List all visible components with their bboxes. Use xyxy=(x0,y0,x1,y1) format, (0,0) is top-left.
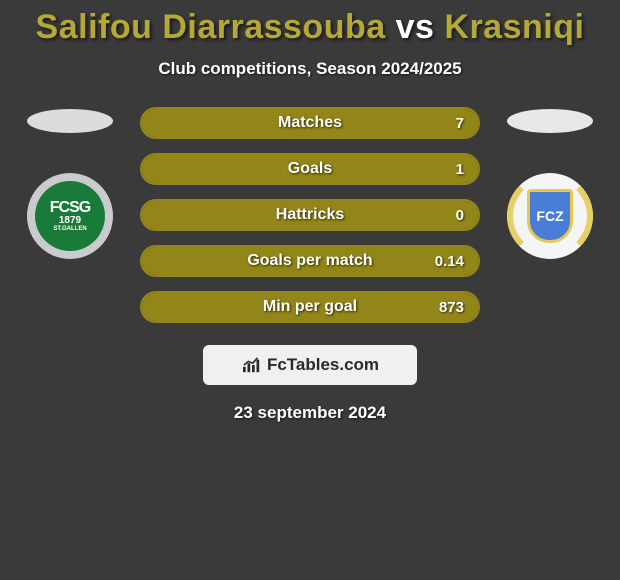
stat-value-right: 0.14 xyxy=(435,253,464,270)
chart-icon xyxy=(241,356,263,374)
stat-row: Matches 7 xyxy=(140,107,480,139)
stat-row: Hattricks 0 xyxy=(140,199,480,231)
footer-brand-box[interactable]: FcTables.com xyxy=(203,345,417,385)
left-column: FCSG 1879 ST.GALLEN xyxy=(10,107,130,259)
stat-row: Goals 1 xyxy=(140,153,480,185)
fcsg-badge-inner: FCSG 1879 ST.GALLEN xyxy=(35,181,105,251)
fcz-badge-inner: FCZ xyxy=(507,173,593,259)
fcz-badge: FCZ xyxy=(507,173,593,259)
player2-silhouette xyxy=(507,109,593,133)
fcsg-label-city: ST.GALLEN xyxy=(53,226,86,232)
stat-value-right: 7 xyxy=(456,115,464,132)
stat-value-right: 873 xyxy=(439,299,464,316)
comparison-area: FCSG 1879 ST.GALLEN Matches 7 Goals 1 Hattri… xyxy=(0,107,620,323)
subtitle: Club competitions, Season 2024/2025 xyxy=(0,59,620,79)
infographic-container: Salifou Diarrassouba vs Krasniqi Club co… xyxy=(0,0,620,580)
stats-list: Matches 7 Goals 1 Hattricks 0 Goals per match 0… xyxy=(140,107,480,323)
stat-row: Min per goal 873 xyxy=(140,291,480,323)
stat-label: Goals per match xyxy=(247,252,372,270)
stat-value-right: 0 xyxy=(456,207,464,224)
vs-text: vs xyxy=(396,8,435,46)
fcsg-label-year: 1879 xyxy=(59,216,81,226)
stat-label: Goals xyxy=(288,160,332,178)
player2-name: Krasniqi xyxy=(444,8,584,46)
fcsg-label-big: FCSG xyxy=(50,200,90,216)
stat-label: Hattricks xyxy=(276,206,344,224)
date-text: 23 september 2024 xyxy=(0,403,620,423)
fcz-shield: FCZ xyxy=(527,189,573,243)
fcsg-badge: FCSG 1879 ST.GALLEN xyxy=(27,173,113,259)
stat-value-right: 1 xyxy=(456,161,464,178)
stat-label: Min per goal xyxy=(263,298,357,316)
player1-silhouette xyxy=(27,109,113,133)
player1-name: Salifou Diarrassouba xyxy=(36,8,386,46)
page-title: Salifou Diarrassouba vs Krasniqi xyxy=(0,8,620,47)
stat-row: Goals per match 0.14 xyxy=(140,245,480,277)
footer-brand-text: FcTables.com xyxy=(267,355,379,375)
stat-label: Matches xyxy=(278,114,342,132)
right-column: FCZ xyxy=(490,107,610,259)
